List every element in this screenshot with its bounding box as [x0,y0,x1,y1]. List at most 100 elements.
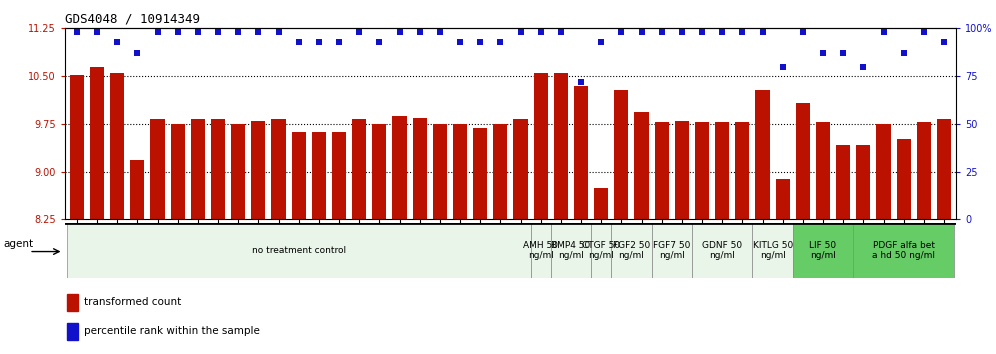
Bar [373,124,386,354]
Bar [854,223,954,278]
Text: percentile rank within the sample: percentile rank within the sample [84,326,260,336]
Text: GDNF 50
ng/ml: GDNF 50 ng/ml [702,241,742,260]
Bar [715,122,729,354]
Bar [453,124,467,354]
Point [391,29,407,35]
Point [815,50,831,56]
Bar [67,223,531,278]
Point [89,29,105,35]
Bar [837,145,851,354]
Bar [937,119,951,354]
Bar [574,86,588,354]
Bar [554,73,568,354]
Bar [272,119,286,354]
Point [533,29,549,35]
Bar [615,90,628,354]
Bar [756,90,770,354]
Bar [917,122,931,354]
Bar [695,122,709,354]
Text: GDS4048 / 10914349: GDS4048 / 10914349 [65,13,200,26]
Text: CTGF 50
ng/ml: CTGF 50 ng/ml [582,241,621,260]
Bar [531,223,551,278]
Point [432,29,448,35]
Point [372,39,387,45]
Bar [292,132,306,354]
Bar [433,124,447,354]
Point [775,64,791,69]
Point [633,29,649,35]
Bar [876,124,890,354]
Bar [150,119,164,354]
Bar [130,160,144,354]
Bar [70,75,84,354]
Point [472,39,488,45]
Bar [534,73,548,354]
Point [250,29,266,35]
Text: LIF 50
ng/ml: LIF 50 ng/ml [810,241,837,260]
Point [210,29,226,35]
Bar [675,121,689,354]
Point [573,79,589,85]
Point [755,29,771,35]
Point [836,50,852,56]
Bar [857,145,871,354]
Point [895,50,911,56]
Bar [735,122,749,354]
Text: no treatment control: no treatment control [252,246,346,255]
Bar [353,119,367,354]
Bar [651,223,692,278]
Bar [612,223,651,278]
Bar [634,113,648,354]
Point [694,29,710,35]
Text: agent: agent [3,239,33,249]
Point [653,29,669,35]
Bar [392,116,406,354]
Text: FGF2 50
ng/ml: FGF2 50 ng/ml [613,241,650,260]
Bar [111,73,124,354]
Bar [191,119,205,354]
Text: AMH 50
ng/ml: AMH 50 ng/ml [523,241,558,260]
Point [674,29,690,35]
Bar [654,122,668,354]
Bar [493,124,507,354]
Bar [332,132,346,354]
Text: BMP4 50
ng/ml: BMP4 50 ng/ml [552,241,591,260]
Point [331,39,347,45]
Point [614,29,629,35]
Bar [231,124,245,354]
Bar [796,103,810,354]
Point [594,39,610,45]
Bar [591,223,612,278]
Point [875,29,891,35]
Point [271,29,287,35]
Bar [776,179,790,354]
Point [311,39,327,45]
Point [169,29,185,35]
Bar [514,119,528,354]
Point [492,39,508,45]
Point [352,29,368,35]
Point [452,39,468,45]
Bar [251,121,265,354]
Bar [551,223,591,278]
Point [856,64,872,69]
Point [291,39,307,45]
Point [513,29,529,35]
Point [190,29,206,35]
Text: KITLG 50
ng/ml: KITLG 50 ng/ml [753,241,793,260]
Point [129,50,145,56]
Point [110,39,125,45]
Point [230,29,246,35]
Bar [211,119,225,354]
Bar [816,122,830,354]
Bar [793,223,854,278]
Bar [412,118,426,354]
Bar [896,138,910,354]
Point [553,29,569,35]
Bar [595,188,609,354]
Bar [473,129,487,354]
Bar [68,294,78,311]
Point [916,29,932,35]
Bar [692,223,752,278]
Point [149,29,165,35]
